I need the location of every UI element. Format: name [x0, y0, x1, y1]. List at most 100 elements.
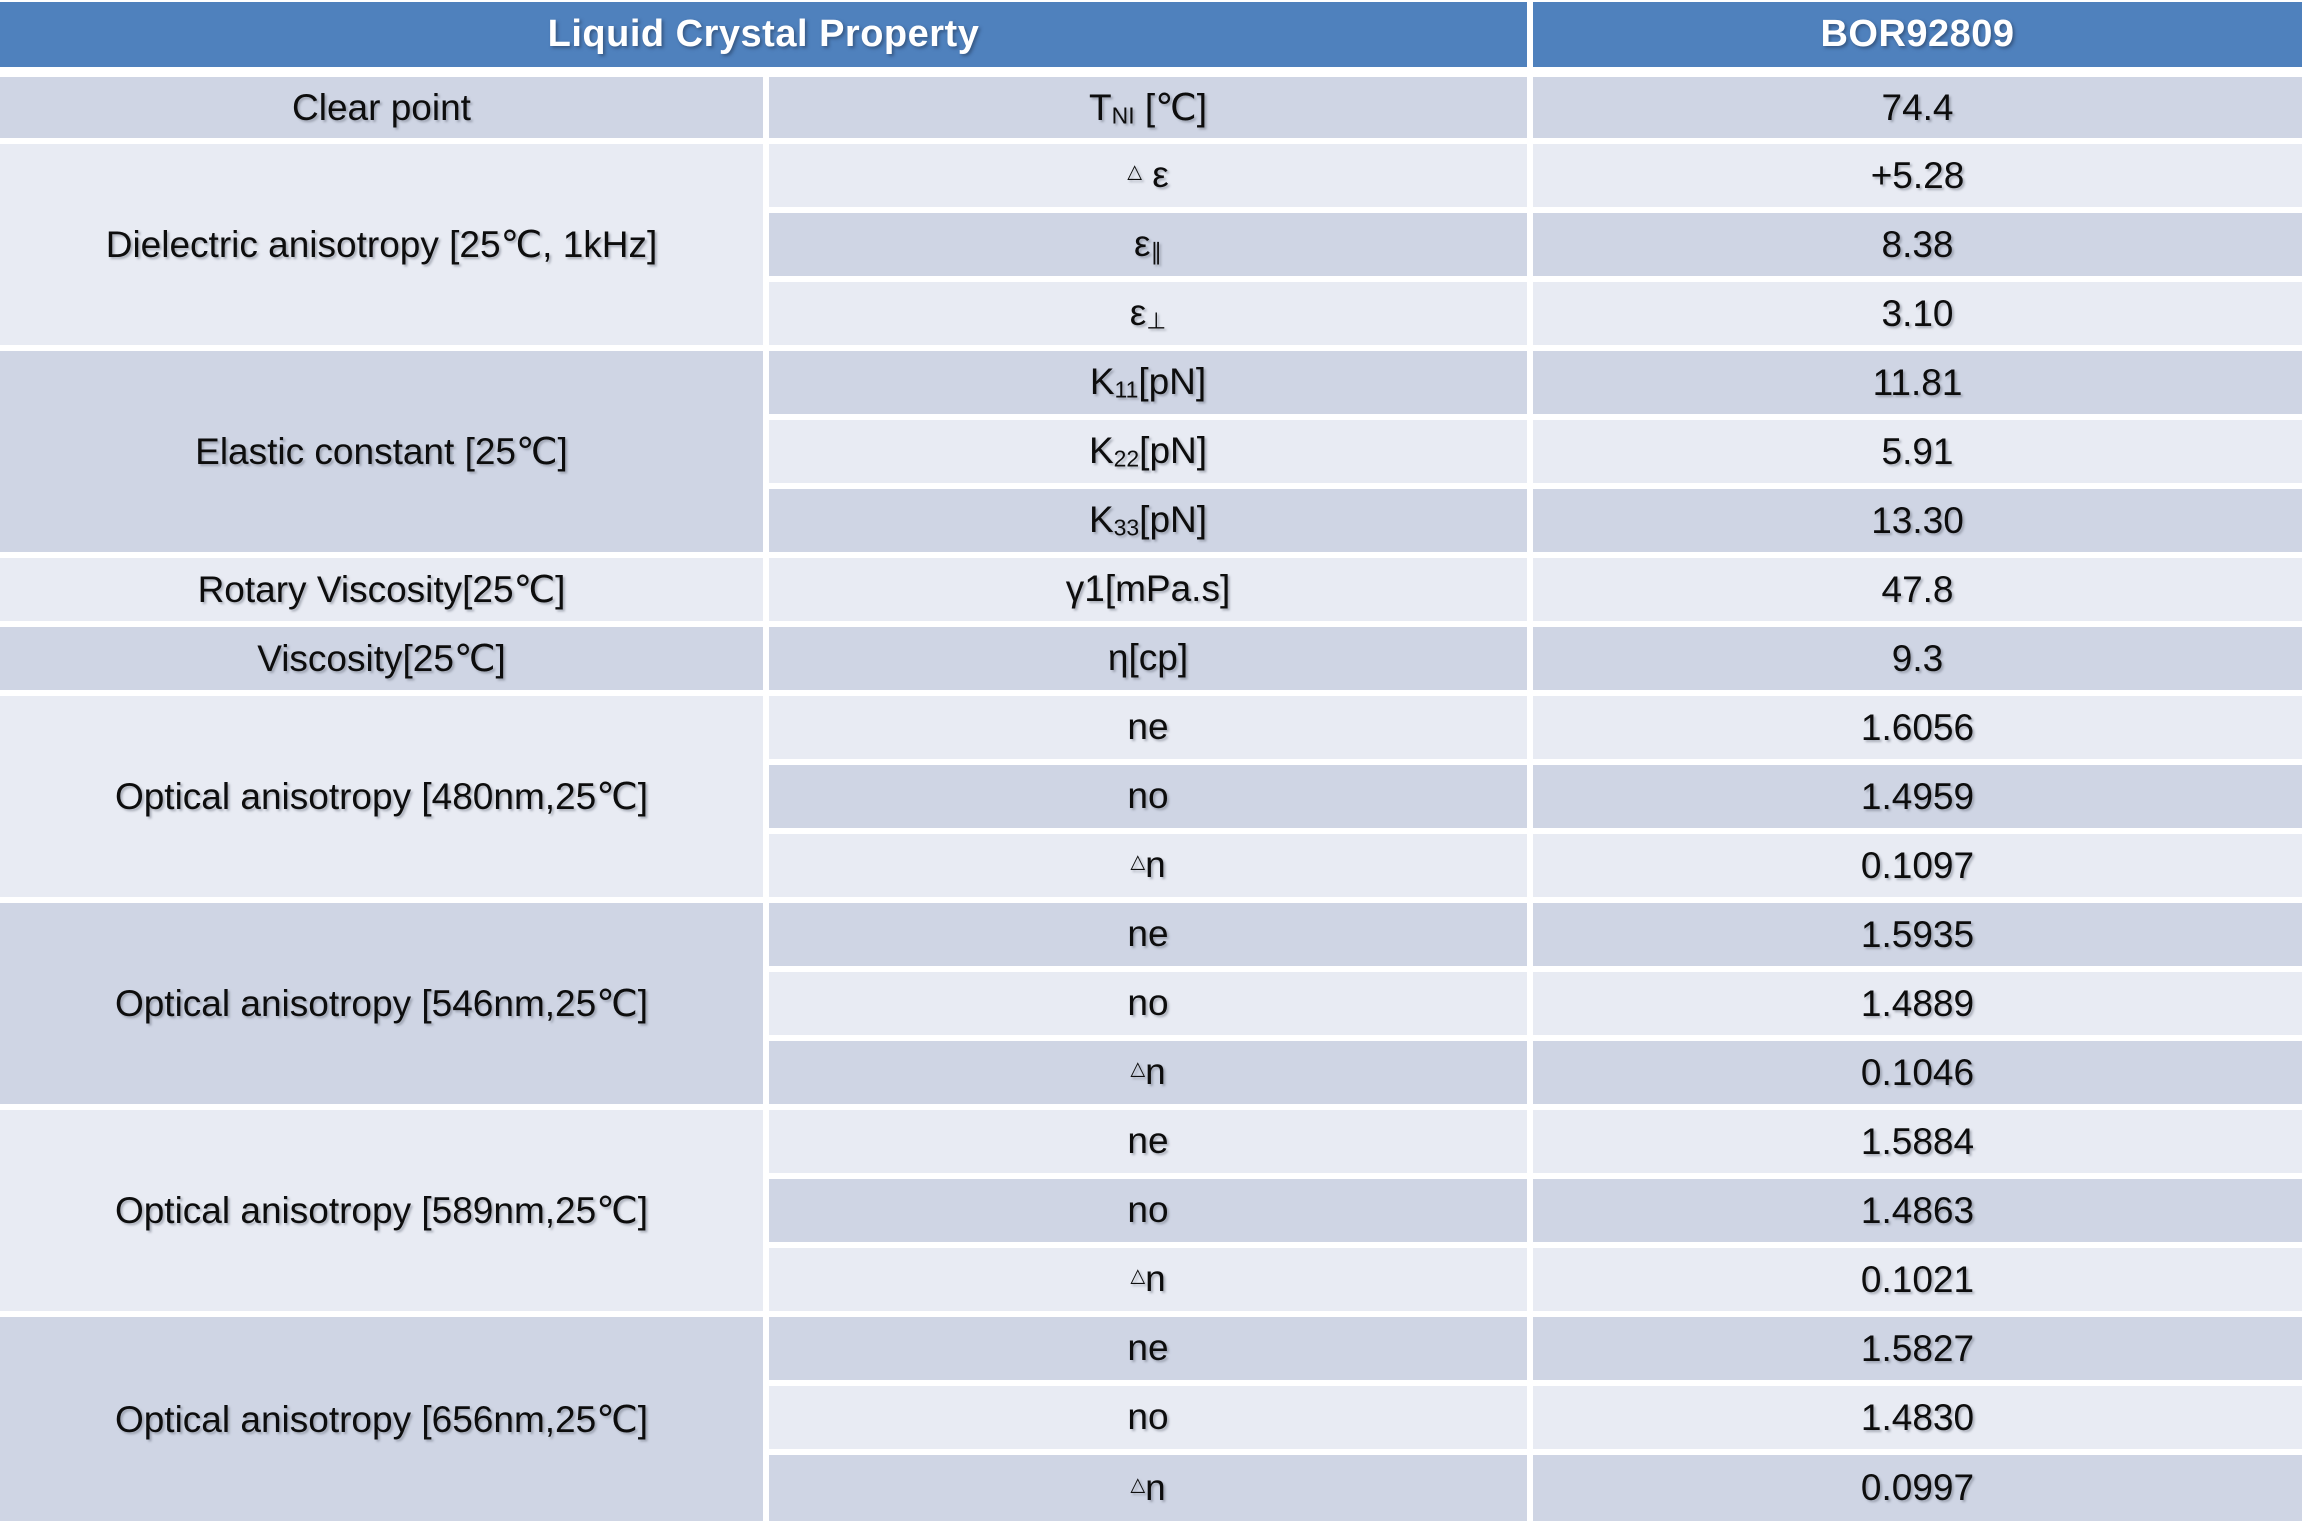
value-cell: 1.5827 [1527, 1311, 2302, 1386]
table-row: K33[pN] 13.30 [0, 483, 2302, 558]
value-cell: 0.0997 [1527, 1449, 2302, 1524]
value-cell: 74.4 [1527, 69, 2302, 144]
table-row: Elastic constant [25℃] K11[pN] 11.81 [0, 345, 2302, 558]
table-row: no 1.4830 [0, 1380, 2302, 1455]
param-suffix: [℃] [1134, 86, 1207, 128]
param-base: K [1088, 499, 1114, 541]
value-cell: 1.6056 [1527, 690, 2302, 765]
param-subscript: 33 [1113, 514, 1140, 541]
param-subscript: ∥ [1150, 238, 1162, 265]
parameter-cell: K11[pN] [762, 345, 1534, 420]
property-group-cell: Clear point [0, 69, 769, 144]
param-base: ne [1127, 1120, 1169, 1162]
value-cell: 1.5935 [1527, 897, 2302, 972]
table-row: K22[pN] 5.91 [0, 414, 2302, 489]
param-superscript: △ [1130, 1474, 1146, 1496]
value-cell: 13.30 [1527, 483, 2302, 558]
param-suffix: [pN] [1138, 361, 1207, 403]
parameter-cell: no [762, 966, 1534, 1041]
parameter-cell: γ1[mPa.s] [762, 552, 1534, 627]
param-superscript: △ [1127, 161, 1143, 183]
table-row: no 1.4863 [0, 1173, 2302, 1248]
table-row: △n 0.1097 [0, 828, 2302, 903]
param-subscript: ⊥ [1146, 307, 1167, 334]
parameter-cell: K22[pN] [762, 414, 1534, 489]
table-row: Clear point TNI [℃] 74.4 [0, 69, 2302, 144]
table-row: no 1.4889 [0, 966, 2302, 1041]
param-base: ε [1134, 223, 1151, 265]
param-base: no [1127, 1396, 1169, 1438]
param-base: γ1[mPa.s] [1065, 568, 1231, 610]
property-group-cell: Viscosity[25℃] [0, 621, 769, 696]
param-base: no [1127, 982, 1169, 1024]
param-base: n [1145, 1051, 1166, 1093]
param-base: T [1089, 86, 1112, 128]
table-row: Dielectric anisotropy [25℃, 1kHz] △ ε +5… [0, 138, 2302, 351]
param-base: no [1127, 775, 1169, 817]
property-group-cell: Rotary Viscosity[25℃] [0, 552, 769, 627]
value-cell: 0.1097 [1527, 828, 2302, 903]
header-row: Liquid Crystal Property BOR92809 [0, 0, 2302, 77]
param-superscript: △ [1130, 1265, 1146, 1287]
param-superscript: △ [1130, 1058, 1146, 1080]
value-cell: 11.81 [1527, 345, 2302, 420]
parameter-cell: △n [762, 1242, 1534, 1317]
parameter-cell: no [762, 759, 1534, 834]
parameter-cell: △ ε [762, 138, 1534, 213]
table-row: Optical anisotropy [656nm,25℃] ne 1.5827 [0, 1311, 2302, 1524]
param-base: ne [1127, 1327, 1169, 1369]
param-base: ε [1129, 292, 1147, 334]
table-row: no 1.4959 [0, 759, 2302, 834]
property-group-cell: Elastic constant [25℃] [0, 345, 769, 558]
value-cell: 1.4863 [1527, 1173, 2302, 1248]
table-row: Viscosity[25℃] η[cp] 9.3 [0, 621, 2302, 696]
parameter-cell: △n [762, 1449, 1534, 1524]
value-cell: 1.4959 [1527, 759, 2302, 834]
param-subscript: NI [1111, 102, 1135, 129]
parameter-cell: ne [762, 690, 1534, 765]
table-row: △n 0.0997 [0, 1449, 2302, 1524]
parameter-cell: no [762, 1173, 1534, 1248]
parameter-cell: ε⊥ [762, 276, 1534, 351]
property-group-cell: Optical anisotropy [480nm,25℃] [0, 690, 769, 903]
table-row: Optical anisotropy [589nm,25℃] ne 1.5884 [0, 1104, 2302, 1317]
value-cell: 1.4830 [1527, 1380, 2302, 1455]
table-row: Optical anisotropy [546nm,25℃] ne 1.5935 [0, 897, 2302, 1110]
parameter-cell: TNI [℃] [762, 69, 1534, 144]
param-base: ne [1127, 913, 1169, 955]
value-cell: 0.1021 [1527, 1242, 2302, 1317]
param-base: K [1089, 361, 1115, 403]
param-base: n [1145, 844, 1166, 886]
value-cell: 0.1046 [1527, 1035, 2302, 1110]
property-group-cell: Optical anisotropy [656nm,25℃] [0, 1311, 769, 1524]
table-row: Optical anisotropy [480nm,25℃] ne 1.6056 [0, 690, 2302, 903]
parameter-cell: ne [762, 1104, 1534, 1179]
value-cell: 1.5884 [1527, 1104, 2302, 1179]
value-cell: 1.4889 [1527, 966, 2302, 1041]
parameter-cell: △n [762, 1035, 1534, 1110]
parameter-cell: no [762, 1380, 1534, 1455]
param-superscript: △ [1130, 851, 1146, 873]
param-base: η[cp] [1107, 637, 1189, 679]
parameter-cell: △n [762, 828, 1534, 903]
table-row: ε∥ 8.38 [0, 207, 2302, 282]
table-row: Rotary Viscosity[25℃] γ1[mPa.s] 47.8 [0, 552, 2302, 627]
param-suffix: ε [1142, 154, 1169, 196]
parameter-cell: K33[pN] [762, 483, 1534, 558]
value-cell: 3.10 [1527, 276, 2302, 351]
param-base: ne [1127, 706, 1169, 748]
param-subscript: 11 [1114, 376, 1139, 403]
property-group-cell: Dielectric anisotropy [25℃, 1kHz] [0, 138, 769, 351]
property-group-cell: Optical anisotropy [546nm,25℃] [0, 897, 769, 1110]
table-row: ε⊥ 3.10 [0, 276, 2302, 351]
param-base: n [1145, 1258, 1166, 1300]
parameter-cell: ε∥ [762, 207, 1534, 282]
param-base: n [1145, 1466, 1166, 1508]
parameter-cell: ne [762, 897, 1534, 972]
table-row: △n 0.1046 [0, 1035, 2302, 1110]
param-suffix: [pN] [1139, 430, 1208, 472]
value-cell: 5.91 [1527, 414, 2302, 489]
parameter-cell: ne [762, 1311, 1534, 1386]
value-cell: 47.8 [1527, 552, 2302, 627]
